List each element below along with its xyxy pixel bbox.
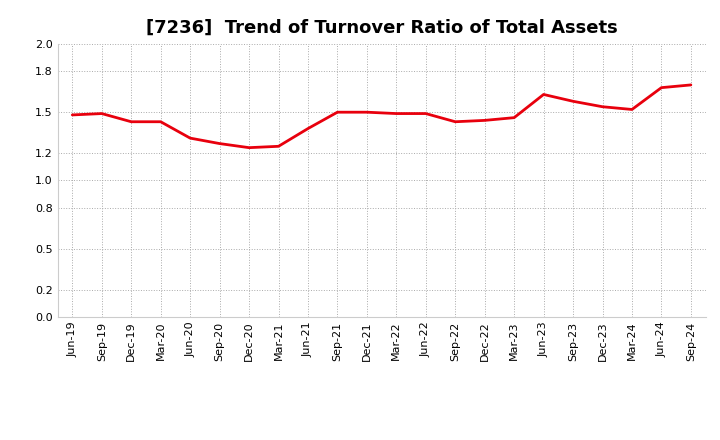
Title: [7236]  Trend of Turnover Ratio of Total Assets: [7236] Trend of Turnover Ratio of Total … (145, 19, 618, 37)
